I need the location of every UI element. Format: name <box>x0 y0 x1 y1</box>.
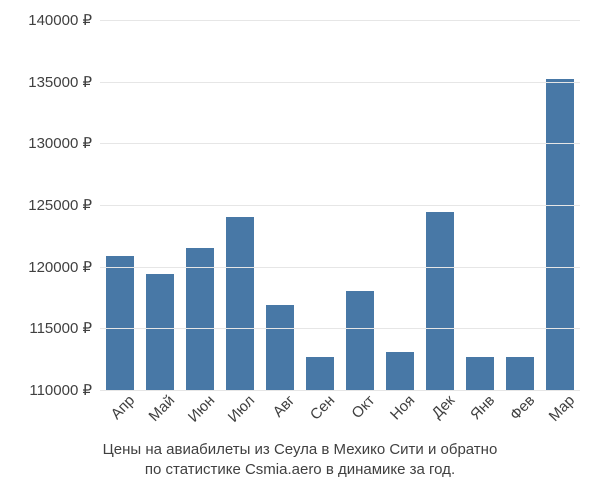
bar <box>186 248 215 390</box>
y-tick-label: 115000 ₽ <box>2 319 92 337</box>
grid-line <box>100 205 580 206</box>
bar <box>346 291 375 390</box>
bar <box>226 217 255 390</box>
chart-caption: Цены на авиабилеты из Сеула в Мехико Сит… <box>0 440 600 481</box>
y-tick-label: 135000 ₽ <box>2 73 92 91</box>
x-tick-label: Май <box>146 392 179 425</box>
bar <box>306 357 335 390</box>
x-tick-label: Мар <box>546 392 579 425</box>
bar <box>106 256 135 390</box>
x-tick-label: Ноя <box>387 392 418 423</box>
grid-line <box>100 390 580 391</box>
x-tick-label: Июл <box>225 392 258 426</box>
y-tick-label: 130000 ₽ <box>2 134 92 152</box>
grid-line <box>100 20 580 21</box>
bar <box>466 357 495 390</box>
x-tick-label: Авг <box>270 392 299 421</box>
x-tick-label: Апр <box>108 392 139 423</box>
y-tick-label: 125000 ₽ <box>2 196 92 214</box>
grid-line <box>100 82 580 83</box>
bar <box>546 79 575 390</box>
y-tick-label: 140000 ₽ <box>2 11 92 29</box>
x-tick-label: Дек <box>429 392 459 422</box>
y-tick-label: 110000 ₽ <box>2 381 92 399</box>
caption-line-1: Цены на авиабилеты из Сеула в Мехико Сит… <box>103 441 498 458</box>
grid-line <box>100 328 580 329</box>
bar <box>266 305 295 390</box>
caption-line-2: по статистике Csmia.aero в динамике за г… <box>145 461 455 478</box>
bar <box>426 212 455 390</box>
x-tick-label: Сен <box>307 392 338 424</box>
grid-line <box>100 267 580 268</box>
x-tick-label: Янв <box>467 392 498 423</box>
x-tick-label: Окт <box>348 392 378 422</box>
x-tick-label: Фев <box>507 392 538 424</box>
grid-line <box>100 143 580 144</box>
bar <box>506 357 535 390</box>
y-tick-label: 120000 ₽ <box>2 258 92 276</box>
bar <box>386 352 415 390</box>
bar <box>146 274 175 390</box>
x-tick-label: Июн <box>185 392 218 426</box>
price-bar-chart: 110000 ₽ 115000 ₽ 120000 ₽ 125000 ₽ 130000 ₽… <box>0 0 600 500</box>
